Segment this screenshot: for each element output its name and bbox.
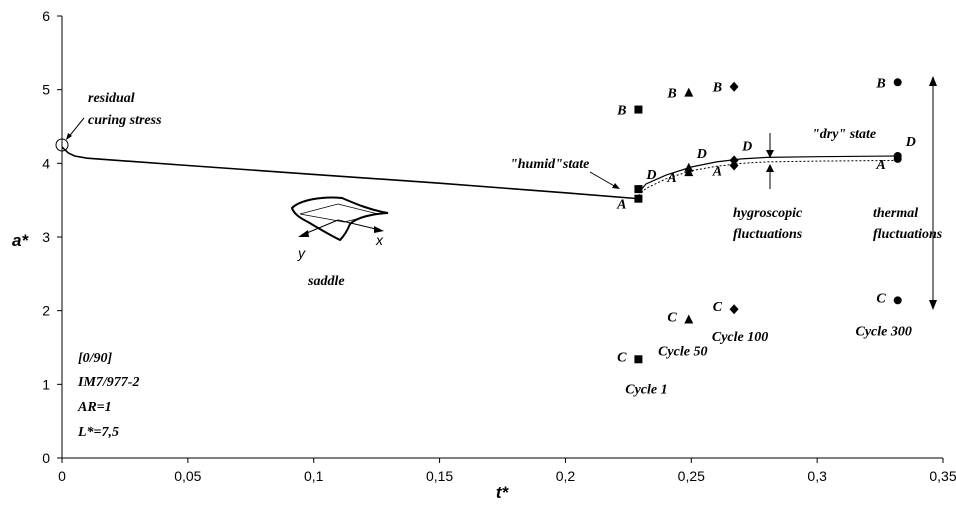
saddle-axis-x: x <box>375 232 384 248</box>
saddle-y-arrowhead <box>298 230 309 237</box>
point-a-series-3 <box>729 160 739 171</box>
point-label: B <box>712 81 722 96</box>
axis-ticks: 0 0,05 0,1 0,15 0,2 0,25 0,3 0,35 0 1 2 3 4 5 6 <box>42 8 956 484</box>
x-tick-label: 0 <box>58 468 66 484</box>
point-c-series-1 <box>634 355 643 364</box>
specimen-material: IM7/977-2 <box>77 375 139 390</box>
specimen-aspect-ratio: AR=1 <box>77 400 112 415</box>
hygroscopic-arrowhead-bottom <box>766 164 774 172</box>
point-label: A <box>616 198 626 213</box>
humid-arrow <box>589 171 617 188</box>
saddle-inner <box>299 203 379 223</box>
point-c-series-4 <box>893 296 902 305</box>
point-a-series-1 <box>634 194 643 203</box>
y-axis-label: a* <box>12 231 29 250</box>
cycle-label: Cycle 1 <box>625 382 667 397</box>
point-label: A <box>875 158 885 173</box>
x-tick-label: 0,05 <box>174 468 201 484</box>
point-b-series-3 <box>729 81 739 92</box>
saddle-x-axis <box>337 219 381 231</box>
cycle-label: Cycle 50 <box>658 345 707 360</box>
dry-curve <box>637 155 898 194</box>
point-b-series-4 <box>893 78 902 87</box>
point-label: D <box>741 139 752 154</box>
point-d-series-1 <box>634 185 643 194</box>
point-c-series-2 <box>684 314 694 324</box>
cycle-label: Cycle 300 <box>856 324 912 339</box>
thermal-label-2: fluctuations <box>873 227 943 242</box>
point-label: B <box>666 87 676 102</box>
thermal-label-1: thermal <box>873 206 918 221</box>
x-tick-label: 0,25 <box>678 468 705 484</box>
point-d-series-3 <box>729 155 739 166</box>
point-label: C <box>667 311 677 326</box>
y-tick-label: 4 <box>42 155 50 171</box>
x-tick-label: 0,2 <box>556 468 576 484</box>
x-tick-label: 0,1 <box>304 468 324 484</box>
dry-curve-dashed <box>638 159 898 197</box>
point-label: C <box>876 291 886 306</box>
point-label: A <box>666 171 676 186</box>
y-tick-label: 1 <box>42 376 50 392</box>
cycle-label: Cycle 100 <box>712 330 768 345</box>
x-tick-label: 0,3 <box>807 468 827 484</box>
humid-state-label: "humid"state <box>510 157 589 172</box>
hygroscopic-label-1: hygroscopic <box>733 206 803 221</box>
specimen-length: L*=7,5 <box>77 425 119 440</box>
point-b-series-2 <box>684 87 694 97</box>
hygroscopic-label-2: fluctuations <box>733 227 803 242</box>
x-axis-label: t* <box>496 483 510 502</box>
point-label: B <box>875 76 885 91</box>
point-d-series-4 <box>893 151 902 160</box>
x-tick-label: 0,15 <box>426 468 453 484</box>
residual-stress-marker <box>55 138 69 152</box>
point-b-series-1 <box>634 105 643 114</box>
point-label: C <box>713 300 723 315</box>
point-c-series-3 <box>729 304 739 315</box>
saddle-axis-y: y <box>297 245 306 261</box>
hygroscopic-arrowhead-top <box>766 150 774 158</box>
saddle-shape <box>290 196 389 242</box>
point-d-series-2 <box>684 162 694 172</box>
humid-arrowhead <box>612 183 620 189</box>
thermal-arrowhead-bottom <box>929 300 937 310</box>
point-label: B <box>616 104 626 119</box>
residual-label-1: residual <box>88 91 135 106</box>
residual-label-2: curing stress <box>88 113 162 128</box>
point-label: D <box>696 147 707 162</box>
saddle-x-arrowhead <box>374 226 384 233</box>
y-tick-label: 0 <box>42 450 50 466</box>
thermal-arrowhead-top <box>929 76 937 86</box>
humid-curve <box>61 146 639 200</box>
y-tick-label: 3 <box>42 229 50 245</box>
specimen-layup: [0/90] <box>78 351 113 366</box>
y-tick-label: 5 <box>42 82 50 98</box>
point-label: C <box>617 350 627 365</box>
point-label: D <box>905 135 916 150</box>
point-label: A <box>712 165 722 180</box>
dry-state-label: "dry" state <box>812 127 876 142</box>
residual-arrowhead <box>66 133 72 140</box>
x-tick-label: 0,35 <box>929 468 956 484</box>
point-label: D <box>645 168 656 183</box>
saddle-label: saddle <box>307 274 345 289</box>
saddle-sketch <box>290 196 389 242</box>
y-tick-label: 2 <box>42 303 50 319</box>
y-tick-label: 6 <box>42 8 50 24</box>
